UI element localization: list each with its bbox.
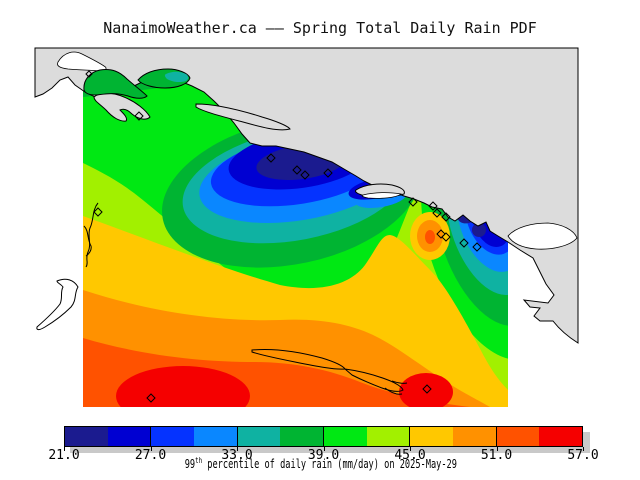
station-diamond-marker: [472, 242, 482, 252]
colorbar-segment: [495, 427, 540, 446]
station-diamond-marker: [432, 208, 442, 218]
colorbar-tick: [64, 447, 65, 451]
colorbar-segment: [150, 427, 195, 446]
page-title: NanaimoWeather.ca —— Spring Total Daily …: [103, 19, 537, 37]
colorbar-tick: [583, 447, 584, 451]
colorbar-tick: [237, 447, 238, 451]
colorbar-tick: [150, 447, 152, 451]
colorbar: [64, 426, 583, 447]
colorbar-segment: [194, 427, 237, 446]
station-diamond-marker: [266, 153, 276, 163]
colorbar-segment: [236, 427, 281, 446]
colorbar-caption: 99th percentile of daily rain (mm/day) o…: [90, 456, 551, 471]
station-markers: [85, 70, 482, 403]
station-diamond-marker: [428, 201, 438, 211]
water-inlets: [57, 51, 578, 250]
station-diamond-marker: [422, 384, 432, 394]
colorbar-tick-label: 27.0: [134, 448, 167, 463]
colorbar-tick: [323, 447, 325, 451]
colorbar-segment: [366, 427, 410, 446]
station-diamond-marker: [441, 212, 451, 222]
colorbar-tick: [410, 447, 411, 451]
colorbar-segment: [107, 427, 151, 446]
colorbar-tick-labels: 21.0 27.0 33.0 39.0 45.0 51.0 57.0: [0, 448, 640, 463]
station-diamond-marker: [300, 170, 310, 180]
colorbar-ticks: [0, 447, 640, 451]
weather-contour-map: [34, 47, 579, 407]
coastline-outlines: [36, 202, 408, 395]
caption-superscript: th: [195, 456, 203, 465]
station-diamond-marker: [292, 165, 302, 175]
colorbar-segment: [409, 427, 454, 446]
colorbar-tick-label: 57.0: [567, 448, 599, 463]
station-diamond-marker: [85, 70, 93, 78]
station-diamond-marker: [436, 229, 446, 239]
caption-base: 99: [184, 457, 196, 471]
colorbar-segment: [65, 427, 108, 446]
station-diamond-marker: [323, 168, 333, 178]
caption-rest: percentile of daily rain (mm/day) on 202…: [202, 457, 457, 471]
station-diamond-marker: [408, 197, 418, 207]
colorbar-segment: [280, 427, 324, 446]
island-polygons: [83, 68, 191, 99]
colorbar-tick-label: 39.0: [307, 448, 340, 463]
station-diamond-marker: [134, 111, 144, 121]
colorbar-segment: [453, 427, 496, 446]
colorbar-tick-label: 33.0: [221, 448, 253, 463]
station-diamond-marker: [93, 207, 103, 217]
station-diamond-marker: [459, 238, 469, 248]
colorbar-tick-label: 45.0: [394, 448, 426, 463]
colorbar-segment: [539, 427, 583, 446]
colorbar-tick-label: 51.0: [480, 448, 513, 463]
colorbar-tick-label: 21.0: [48, 448, 80, 463]
station-diamond-marker: [441, 232, 451, 242]
colorbar-tick: [496, 447, 498, 451]
station-diamond-marker: [146, 393, 156, 403]
colorbar-segment: [323, 427, 367, 446]
